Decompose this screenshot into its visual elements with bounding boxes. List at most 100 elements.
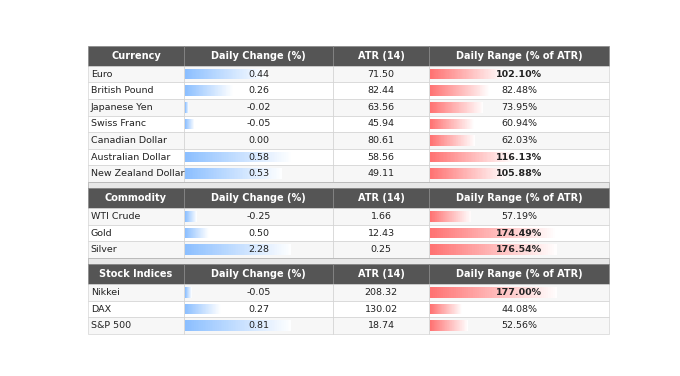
Bar: [512, 152, 513, 162]
Bar: [534, 287, 536, 298]
Bar: [498, 287, 500, 298]
Bar: [546, 287, 549, 298]
Bar: [464, 211, 465, 222]
Bar: [333, 46, 429, 66]
Bar: [193, 304, 194, 314]
Bar: [226, 152, 228, 162]
Bar: [430, 135, 431, 146]
Bar: [441, 119, 442, 129]
Bar: [205, 69, 207, 79]
Bar: [88, 149, 184, 165]
Text: Silver: Silver: [91, 245, 118, 254]
Bar: [228, 244, 229, 255]
Bar: [217, 304, 218, 314]
Bar: [456, 135, 457, 146]
Bar: [479, 102, 481, 113]
Bar: [219, 320, 220, 331]
Bar: [226, 168, 227, 179]
Bar: [218, 304, 219, 314]
Bar: [469, 135, 470, 146]
Bar: [219, 85, 220, 96]
Bar: [512, 244, 515, 255]
Bar: [458, 69, 460, 79]
Bar: [447, 102, 448, 113]
Bar: [201, 320, 203, 331]
Bar: [191, 85, 192, 96]
Bar: [272, 320, 273, 331]
Text: 62.03%: 62.03%: [501, 136, 537, 145]
Bar: [245, 244, 247, 255]
Bar: [456, 119, 457, 129]
Bar: [459, 320, 460, 331]
Text: 80.61: 80.61: [368, 136, 394, 145]
Bar: [429, 66, 609, 82]
Bar: [448, 152, 450, 162]
Bar: [241, 168, 243, 179]
Bar: [429, 99, 609, 116]
Bar: [462, 102, 463, 113]
Bar: [460, 168, 461, 179]
Bar: [523, 244, 525, 255]
Bar: [464, 102, 465, 113]
Bar: [541, 228, 543, 238]
Bar: [226, 320, 228, 331]
Bar: [507, 228, 509, 238]
Bar: [466, 228, 468, 238]
Bar: [490, 69, 491, 79]
Bar: [462, 69, 463, 79]
Bar: [196, 320, 198, 331]
Bar: [223, 69, 224, 79]
Bar: [216, 152, 217, 162]
Bar: [443, 102, 445, 113]
Bar: [229, 320, 231, 331]
Bar: [551, 228, 553, 238]
Bar: [196, 85, 197, 96]
Text: Daily Change (%): Daily Change (%): [211, 193, 306, 203]
Bar: [533, 244, 536, 255]
Bar: [473, 102, 475, 113]
Bar: [187, 320, 189, 331]
Bar: [446, 211, 447, 222]
Bar: [441, 244, 443, 255]
Bar: [471, 119, 472, 129]
Bar: [207, 152, 208, 162]
Bar: [540, 287, 542, 298]
Bar: [502, 69, 503, 79]
Bar: [184, 241, 333, 258]
Bar: [462, 244, 464, 255]
Bar: [466, 102, 467, 113]
Bar: [203, 304, 204, 314]
Bar: [208, 304, 209, 314]
Bar: [540, 244, 542, 255]
Bar: [454, 152, 456, 162]
Bar: [224, 168, 226, 179]
Bar: [449, 85, 450, 96]
Bar: [435, 168, 436, 179]
Bar: [523, 287, 526, 298]
Bar: [243, 69, 244, 79]
Bar: [435, 168, 437, 179]
Bar: [457, 152, 458, 162]
Bar: [231, 320, 233, 331]
Bar: [208, 244, 210, 255]
Bar: [221, 168, 222, 179]
Bar: [193, 168, 195, 179]
Bar: [531, 244, 534, 255]
Bar: [433, 168, 435, 179]
Bar: [446, 69, 447, 79]
Bar: [255, 69, 256, 79]
Bar: [245, 168, 247, 179]
Bar: [243, 168, 245, 179]
Bar: [190, 69, 192, 79]
Bar: [193, 85, 194, 96]
Bar: [493, 228, 495, 238]
Bar: [261, 320, 263, 331]
Bar: [454, 102, 455, 113]
Bar: [448, 320, 449, 331]
Bar: [279, 320, 281, 331]
Bar: [451, 320, 452, 331]
Bar: [217, 85, 218, 96]
Bar: [501, 152, 503, 162]
Bar: [435, 287, 437, 298]
Bar: [472, 69, 473, 79]
